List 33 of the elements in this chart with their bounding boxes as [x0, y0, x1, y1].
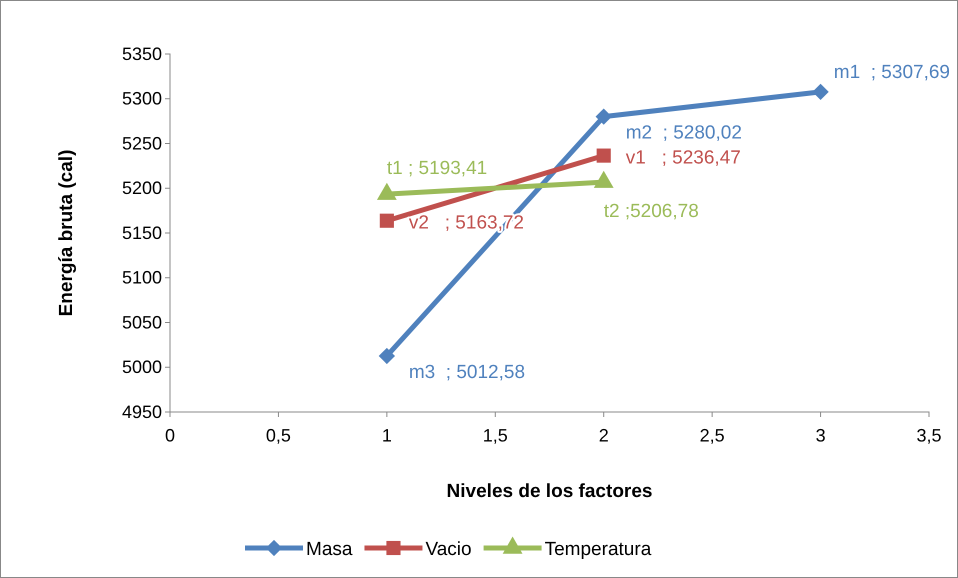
x-tick-label: 2,5 — [700, 426, 725, 446]
y-tick-label: 5350 — [122, 44, 162, 64]
data-label: v1 ; 5236,47 — [626, 148, 741, 169]
point — [596, 148, 611, 163]
x-tick-label: 1 — [382, 426, 392, 446]
x-tick-label: 2 — [598, 426, 609, 446]
data-label: m2 ; 5280,02 — [626, 122, 742, 144]
data-label: t2 ;5206,78 — [604, 201, 699, 222]
legend-label: Temperatura — [544, 539, 652, 560]
point — [812, 84, 829, 100]
x-axis-title: Niveles de los factores — [446, 481, 652, 502]
y-tick-label: 5300 — [122, 88, 162, 109]
point — [380, 214, 394, 228]
y-tick-label: 5050 — [122, 312, 162, 332]
y-tick-label: 4950 — [122, 402, 162, 422]
y-tick-label: 5250 — [122, 133, 162, 154]
x-tick-label: 1,5 — [482, 426, 508, 446]
y-tick-label: 5000 — [122, 357, 162, 378]
legend-label: Masa — [306, 539, 353, 560]
data-label: m3 ; 5012,58 — [408, 362, 526, 383]
x-tick-label: 0 — [164, 426, 176, 446]
legend-label: Vacio — [425, 539, 472, 560]
y-tick-label: 5200 — [122, 178, 162, 198]
x-tick-label: 3 — [816, 426, 826, 446]
data-label: t1 ; 5193,41 — [386, 158, 488, 180]
y-tick-label: 5100 — [122, 268, 162, 288]
point — [378, 348, 396, 364]
y-axis-title: Energía bruta (cal) — [56, 150, 77, 316]
x-tick-label: 0,5 — [266, 426, 291, 446]
point — [596, 108, 612, 125]
y-tick-label: 5150 — [122, 222, 162, 243]
x-tick-label: 3,5 — [916, 426, 942, 446]
data-label: m1 ; 5307,69 — [834, 62, 950, 83]
